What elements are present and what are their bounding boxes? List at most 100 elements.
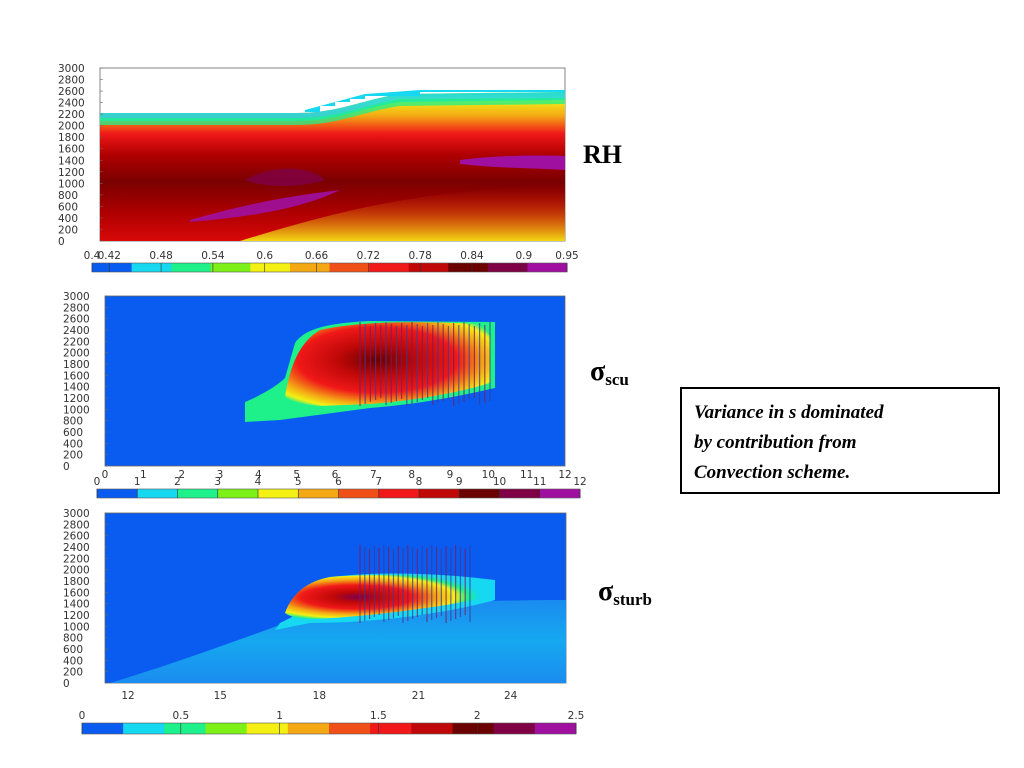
colorbar-tick-label: 10 xyxy=(493,476,506,488)
y-tick-label: 2400 xyxy=(58,98,85,110)
colorbar-tick-label: 0.48 xyxy=(149,250,172,262)
y-tick-label: 2200 xyxy=(58,109,85,121)
x-tick-label: 5 xyxy=(293,469,300,481)
y-tick-label: 2800 xyxy=(63,302,90,314)
annotation-box: Variance in s dominated by contribution … xyxy=(680,387,1000,494)
colorbar-tick-label: 0.54 xyxy=(201,250,225,262)
scu-subscript: scu xyxy=(605,370,629,389)
colorbar-segment xyxy=(171,263,212,272)
colorbar-segment xyxy=(534,723,577,734)
x-tick-label: 11 xyxy=(520,469,533,481)
x-tick-label: 12 xyxy=(121,690,134,702)
y-tick-label: 2000 xyxy=(63,565,90,577)
y-tick-label: 2600 xyxy=(58,86,85,98)
colorbar-segment xyxy=(378,489,420,498)
y-tick-label: 400 xyxy=(58,213,78,225)
sigma-symbol: σ xyxy=(590,356,606,387)
colorbar-segment xyxy=(527,263,568,272)
x-tick-label: 1 xyxy=(140,469,147,481)
colorbar-segment xyxy=(419,489,460,498)
colorbar-segment xyxy=(448,263,489,272)
colorbar-tick-label: 1 xyxy=(134,476,141,488)
colorbar-segment xyxy=(370,723,412,734)
colorbar-segment xyxy=(539,489,581,498)
y-tick-label: 2800 xyxy=(63,519,90,531)
colorbar-segment xyxy=(369,263,410,272)
colorbar-segment xyxy=(459,489,500,498)
y-tick-label: 1600 xyxy=(63,587,90,599)
x-tick-label: 15 xyxy=(214,690,227,702)
y-tick-label: 400 xyxy=(63,438,83,450)
colorbar-tick-label: 0.4 xyxy=(84,250,101,262)
y-tick-label: 3000 xyxy=(63,508,90,520)
x-tick-label: 4 xyxy=(255,469,262,481)
scu-panel: 3000280026002400220020001800160014001200… xyxy=(63,291,587,499)
x-tick-label: 24 xyxy=(504,690,518,702)
y-tick-label: 3000 xyxy=(63,291,90,303)
sigma-scu-label: σscu xyxy=(590,356,629,390)
y-tick-label: 600 xyxy=(58,201,78,213)
colorbar-segment xyxy=(131,263,172,272)
colorbar-tick-label: 0.42 xyxy=(98,250,121,262)
y-tick-label: 3000 xyxy=(58,63,85,75)
colorbar-segment xyxy=(82,723,124,734)
y-tick-label: 1000 xyxy=(58,178,85,190)
sigma-sturb-label: σsturb xyxy=(598,576,652,610)
y-tick-label: 600 xyxy=(63,644,83,656)
y-tick-label: 1600 xyxy=(63,370,90,382)
annotation-line: Variance in s dominated xyxy=(694,402,884,423)
x-tick-label: 18 xyxy=(313,690,326,702)
x-tick-label: 10 xyxy=(482,469,495,481)
colorbar-tick-label: 0.5 xyxy=(172,710,189,722)
colorbar-tick-label: 0.95 xyxy=(555,250,578,262)
colorbar-segment xyxy=(289,263,330,272)
colorbar-segment xyxy=(298,489,339,498)
y-tick-label: 2200 xyxy=(63,336,90,348)
colorbar-segment xyxy=(452,723,495,734)
colorbar-tick-label: 6 xyxy=(335,476,342,488)
x-tick-label: 0 xyxy=(102,469,109,481)
colorbar-tick-label: 0.6 xyxy=(256,250,273,262)
colorbar-tick-label: 0 xyxy=(79,710,86,722)
y-tick-label: 1200 xyxy=(58,167,85,179)
y-tick-label: 2400 xyxy=(63,542,90,554)
annotation-line: by contribution from xyxy=(694,432,857,453)
colorbar-segment xyxy=(487,263,528,272)
y-tick-label: 200 xyxy=(63,667,83,679)
y-tick-label: 600 xyxy=(63,427,83,439)
colorbar-segment xyxy=(329,723,371,734)
y-tick-label: 1000 xyxy=(63,621,90,633)
colorbar-segment xyxy=(250,263,291,272)
colorbar-segment xyxy=(411,723,453,734)
y-tick-label: 800 xyxy=(58,190,78,202)
rh-panel: 3000280026002400220020001800160014001200… xyxy=(58,63,579,273)
colorbar-tick-label: 4 xyxy=(255,476,262,488)
colorbar-tick-label: 2 xyxy=(174,476,181,488)
colorbar-segment xyxy=(287,723,330,734)
colorbar-segment xyxy=(164,723,206,734)
y-tick-label: 0 xyxy=(63,461,70,473)
colorbar-tick-label: 0.72 xyxy=(357,250,380,262)
colorbar-tick-label: 7 xyxy=(375,476,382,488)
colorbar-tick-label: 0.78 xyxy=(408,250,431,262)
colorbar-segment xyxy=(338,489,380,498)
colorbar-tick-label: 1.5 xyxy=(370,710,387,722)
y-tick-label: 2400 xyxy=(63,325,90,337)
colorbar-tick-label: 0.66 xyxy=(305,250,329,262)
colorbar-tick-label: 12 xyxy=(573,476,586,488)
rh-label: RH xyxy=(583,140,622,169)
y-tick-label: 1000 xyxy=(63,404,90,416)
colorbar-segment xyxy=(329,263,370,272)
sturb-subscript: sturb xyxy=(613,590,652,609)
colorbar-tick-label: 3 xyxy=(214,476,221,488)
colorbar-segment xyxy=(499,489,541,498)
y-tick-label: 1400 xyxy=(58,155,85,167)
y-tick-label: 1200 xyxy=(63,393,90,405)
colorbar-segment xyxy=(246,723,289,734)
x-tick-label: 3 xyxy=(217,469,224,481)
sturb-panel: 3000280026002400220020001800160014001200… xyxy=(63,508,584,735)
colorbar-segment xyxy=(210,263,251,272)
x-tick-label: 12 xyxy=(558,469,571,481)
colorbar-tick-label: 9 xyxy=(456,476,463,488)
x-tick-label: 2 xyxy=(178,469,185,481)
